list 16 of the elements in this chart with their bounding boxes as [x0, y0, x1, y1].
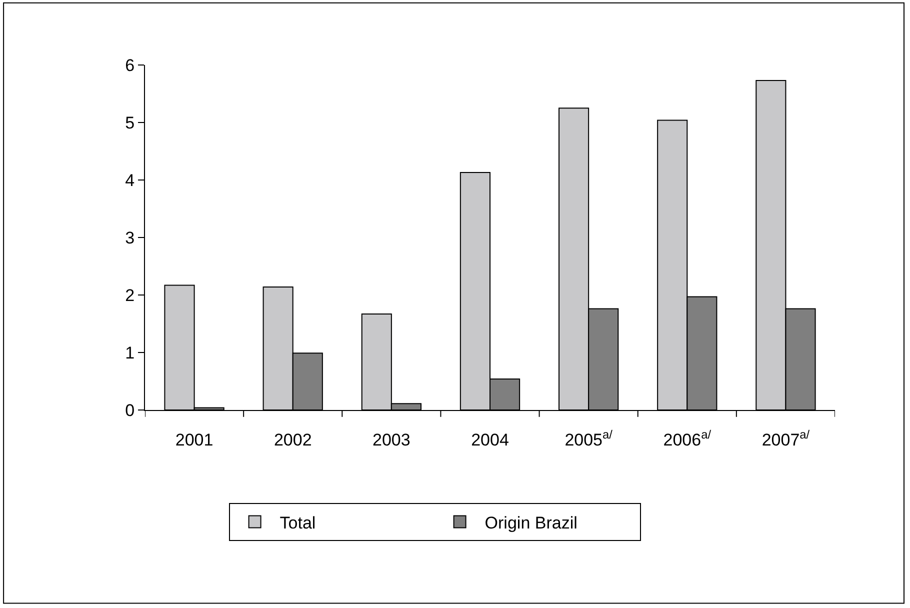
x-tick-label: 2006$^{a/}$ [663, 427, 712, 450]
y-tick-label: 1 [125, 343, 135, 362]
x-tick-label: 2001 [175, 430, 214, 450]
x-tick-label: 2005$^{a/}$ [564, 427, 614, 450]
y-tick-label: 5 [125, 113, 135, 132]
x-tick-label: 2002 [274, 430, 312, 450]
y-tick-label: 0 [125, 400, 135, 420]
x-tick-label: 2004 [471, 430, 509, 450]
x-tick-label: 2003 [372, 430, 410, 450]
legend-label: Origin Brazil [484, 513, 578, 532]
y-tick-label: 3 [125, 228, 135, 248]
y-tick-label: 6 [125, 56, 135, 75]
legend-label: Total [280, 513, 316, 532]
x-tick-label: 2007$^{a/}$ [762, 427, 810, 450]
y-tick-label: 2 [125, 286, 135, 305]
y-tick-label: 4 [125, 170, 135, 190]
